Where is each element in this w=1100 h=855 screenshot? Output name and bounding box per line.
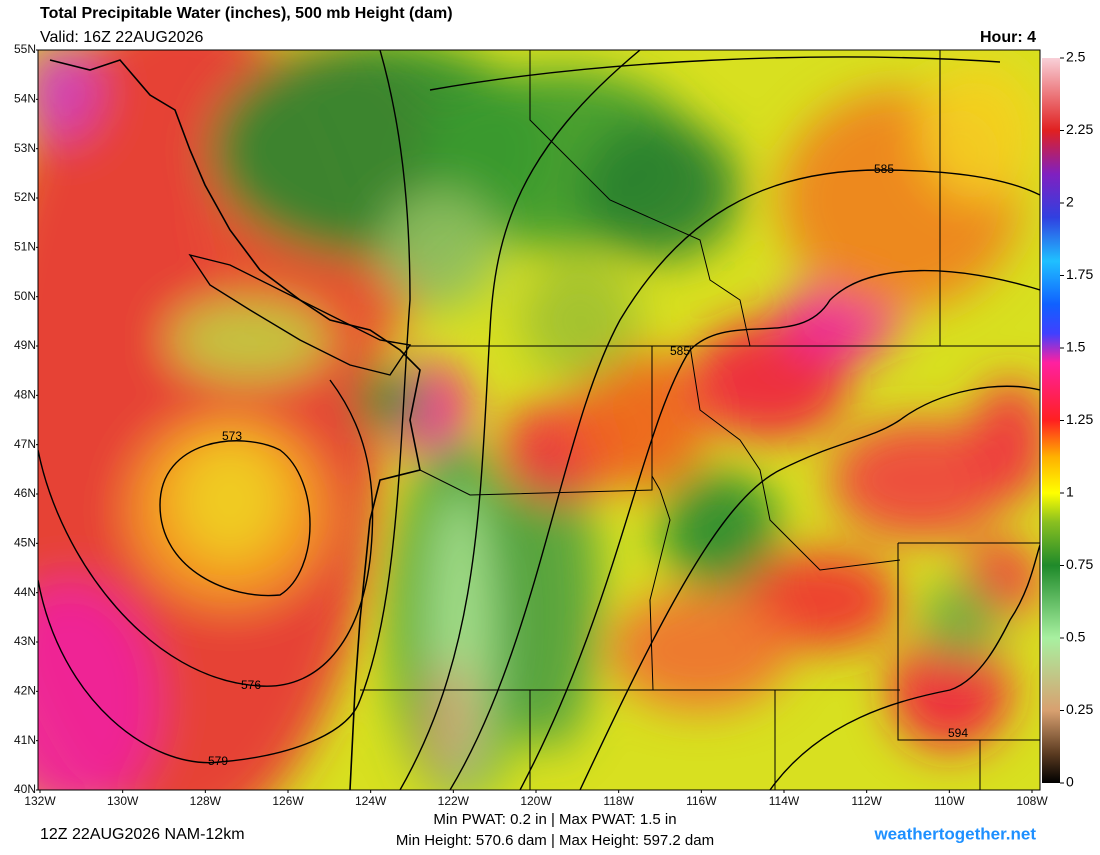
forecast-hour: Hour: 4 bbox=[980, 29, 1036, 46]
colorbar-label: 1.75 bbox=[1066, 266, 1093, 282]
contour-label: 585 bbox=[670, 344, 690, 358]
lat-label: 44N bbox=[14, 585, 36, 599]
field-blob bbox=[570, 350, 710, 490]
field-blob bbox=[920, 60, 1040, 200]
contour bbox=[579, 385, 1040, 790]
model-run: 12Z 22AUG2026 NAM-12km bbox=[40, 826, 245, 843]
lat-label: 54N bbox=[14, 92, 36, 106]
colorbar-label: 2.5 bbox=[1066, 49, 1086, 65]
lat-label: 49N bbox=[14, 338, 36, 352]
field-blob bbox=[520, 260, 640, 380]
lon-label: 116W bbox=[686, 794, 717, 808]
lat-label: 47N bbox=[14, 437, 36, 451]
lon-label: 126W bbox=[272, 794, 304, 808]
height-range: Min Height: 570.6 dam | Max Height: 597.… bbox=[396, 832, 714, 849]
colorbar-label: 0.5 bbox=[1066, 629, 1086, 645]
colorbar-label: 0.75 bbox=[1066, 556, 1093, 572]
lon-label: 128W bbox=[190, 794, 222, 808]
lat-label: 50N bbox=[14, 289, 36, 303]
field-blob bbox=[970, 380, 1040, 500]
lat-label: 55N bbox=[14, 42, 36, 56]
field-blob bbox=[170, 300, 330, 380]
lat-label: 51N bbox=[14, 240, 36, 254]
pwat-range: Min PWAT: 0.2 in | Max PWAT: 1.5 in bbox=[433, 811, 676, 828]
lon-label: 110W bbox=[934, 794, 965, 808]
contour bbox=[429, 56, 1001, 91]
field-blobs bbox=[38, 50, 1040, 790]
contour bbox=[449, 169, 1040, 790]
island bbox=[188, 253, 412, 376]
lat-label: 52N bbox=[14, 190, 36, 204]
lon-label: 124W bbox=[355, 794, 387, 808]
field-blob bbox=[500, 450, 600, 750]
colorbar-label: 2 bbox=[1066, 194, 1074, 210]
geography bbox=[38, 50, 1040, 790]
field-blob bbox=[660, 470, 780, 590]
colorbar-label: 0.25 bbox=[1066, 701, 1093, 717]
lon-label: 132W bbox=[24, 794, 56, 808]
lon-label: 114W bbox=[769, 794, 800, 808]
colorbar-label: 2.25 bbox=[1066, 121, 1093, 137]
title: Total Precipitable Water (inches), 500 m… bbox=[40, 5, 453, 22]
lat-label: 48N bbox=[14, 388, 36, 402]
colorbar-label: 1.5 bbox=[1066, 339, 1086, 355]
contour-label: 573 bbox=[222, 429, 242, 443]
contour bbox=[769, 544, 1040, 790]
field-blob bbox=[38, 580, 160, 790]
contour bbox=[399, 50, 641, 790]
lat-label: 46N bbox=[14, 486, 36, 500]
contour bbox=[519, 269, 1040, 790]
colorbar-label: 0 bbox=[1066, 774, 1074, 790]
lat-label: 40N bbox=[14, 782, 36, 796]
lon-label: 108W bbox=[1016, 794, 1048, 808]
borders bbox=[360, 50, 1040, 790]
field-blob bbox=[920, 580, 1000, 660]
lat-label: 42N bbox=[14, 684, 36, 698]
field-blob bbox=[580, 120, 740, 260]
lon-label: 118W bbox=[603, 794, 634, 808]
field-blob bbox=[610, 590, 790, 710]
field-blob bbox=[175, 440, 285, 560]
lon-label: 130W bbox=[107, 794, 139, 808]
field-blob bbox=[380, 190, 500, 310]
lon-label: 112W bbox=[851, 794, 882, 808]
contour-label: 585 bbox=[874, 162, 894, 176]
lat-label: 43N bbox=[14, 634, 36, 648]
contour bbox=[38, 379, 374, 687]
colorbar-label: 1.25 bbox=[1066, 411, 1093, 427]
field-blob bbox=[830, 420, 1010, 540]
field-blob bbox=[38, 50, 100, 140]
lat-label: 45N bbox=[14, 536, 36, 550]
contour-label: 594 bbox=[948, 726, 968, 740]
map-frame bbox=[37, 49, 1041, 791]
colorbar-label: 1 bbox=[1066, 484, 1074, 500]
lat-label: 41N bbox=[14, 733, 36, 747]
lon-label: 120W bbox=[520, 794, 552, 808]
lat-label: 53N bbox=[14, 141, 36, 155]
valid-time: Valid: 16Z 22AUG2026 bbox=[40, 29, 203, 46]
pwat-field bbox=[38, 50, 1040, 790]
contour bbox=[159, 440, 311, 597]
site-credit: weathertogether.net bbox=[873, 824, 1036, 843]
field-blob bbox=[355, 370, 425, 430]
contour bbox=[38, 50, 411, 764]
contour-label: 579 bbox=[208, 754, 228, 768]
lon-label: 122W bbox=[438, 794, 470, 808]
contour-label: 576 bbox=[241, 678, 261, 692]
colorbar bbox=[1042, 58, 1060, 783]
